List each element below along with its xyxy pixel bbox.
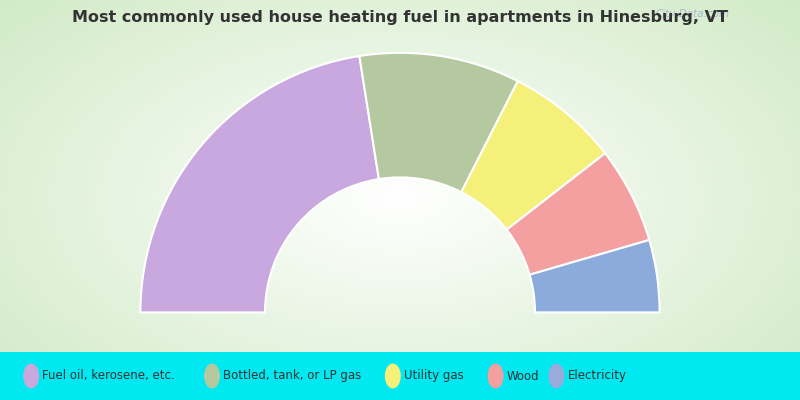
Ellipse shape: [487, 364, 504, 388]
Wedge shape: [530, 240, 659, 312]
Text: Fuel oil, kerosene, etc.: Fuel oil, kerosene, etc.: [42, 370, 175, 382]
Ellipse shape: [385, 364, 401, 388]
Wedge shape: [141, 56, 379, 312]
Wedge shape: [506, 153, 650, 275]
Text: Most commonly used house heating fuel in apartments in Hinesburg, VT: Most commonly used house heating fuel in…: [72, 10, 728, 25]
Ellipse shape: [204, 364, 220, 388]
Text: City-Data.com: City-Data.com: [656, 9, 730, 19]
Wedge shape: [462, 81, 605, 230]
Text: Bottled, tank, or LP gas: Bottled, tank, or LP gas: [223, 370, 362, 382]
Text: Wood: Wood: [507, 370, 539, 382]
Ellipse shape: [23, 364, 39, 388]
Ellipse shape: [548, 364, 564, 388]
Text: Utility gas: Utility gas: [404, 370, 464, 382]
Wedge shape: [359, 53, 518, 192]
Text: Electricity: Electricity: [567, 370, 626, 382]
